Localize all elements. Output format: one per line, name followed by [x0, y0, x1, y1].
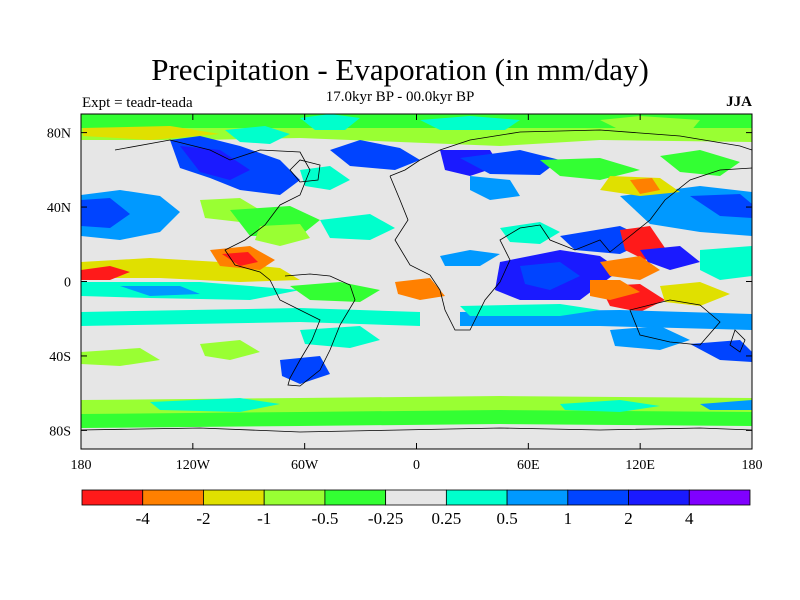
colorbar-label: -2 — [196, 509, 210, 528]
colorbar-swatch — [385, 489, 447, 506]
experiment-label: Expt = teadr-teada — [82, 95, 193, 111]
x-tick-label: 120E — [625, 458, 655, 473]
colorbar-swatch — [567, 489, 629, 506]
y-tick-label: 80S — [49, 424, 71, 439]
x-tick-label: 120W — [176, 458, 211, 473]
colorbar-swatch — [81, 489, 144, 506]
x-tick-label: 60E — [517, 458, 540, 473]
colorbar-swatch — [142, 489, 204, 506]
y-tick-label: 40N — [47, 201, 71, 216]
colorbar-label: -0.5 — [311, 509, 338, 528]
colorbar-swatch — [506, 489, 569, 506]
x-tick-label: 180 — [71, 458, 92, 473]
colorbar: -4 -2 -1 -0.5 -0.25 0.25 0.5 1 2 4 — [81, 489, 751, 528]
y-tick-label: 40S — [49, 350, 71, 365]
colorbar-label: -1 — [257, 509, 271, 528]
colorbar-label: 0.5 — [496, 509, 517, 528]
colorbar-label: -4 — [136, 509, 151, 528]
colorbar-swatch — [203, 489, 265, 506]
x-axis: 180 120W 60W 0 60E 120E 180 — [71, 114, 763, 473]
x-tick-label: 0 — [413, 458, 420, 473]
coastlines — [81, 129, 752, 433]
x-tick-label: 180 — [742, 458, 763, 473]
chart-title: Precipitation - Evaporation (in mm/day) — [151, 52, 649, 87]
colorbar-swatch — [445, 489, 508, 506]
season-label: JJA — [726, 94, 752, 110]
colorbar-swatch — [263, 489, 326, 506]
y-tick-label: 0 — [64, 276, 71, 291]
colorbar-swatch — [628, 489, 690, 506]
chart-subtitle: 17.0kyr BP - 00.0kyr BP — [325, 89, 475, 105]
colorbar-label: 4 — [685, 509, 694, 528]
x-tick-label: 60W — [291, 458, 319, 473]
colorbar-label: -0.25 — [368, 509, 403, 528]
y-tick-label: 80N — [47, 127, 71, 142]
colorbar-swatch — [324, 489, 387, 506]
field-shading — [81, 114, 752, 449]
y-axis: 80N 40N 0 40S 80S — [47, 127, 752, 439]
colorbar-label: 1 — [564, 509, 573, 528]
colorbar-label: 2 — [624, 509, 633, 528]
colorbar-label: 0.25 — [431, 509, 461, 528]
colorbar-swatch — [688, 489, 751, 506]
